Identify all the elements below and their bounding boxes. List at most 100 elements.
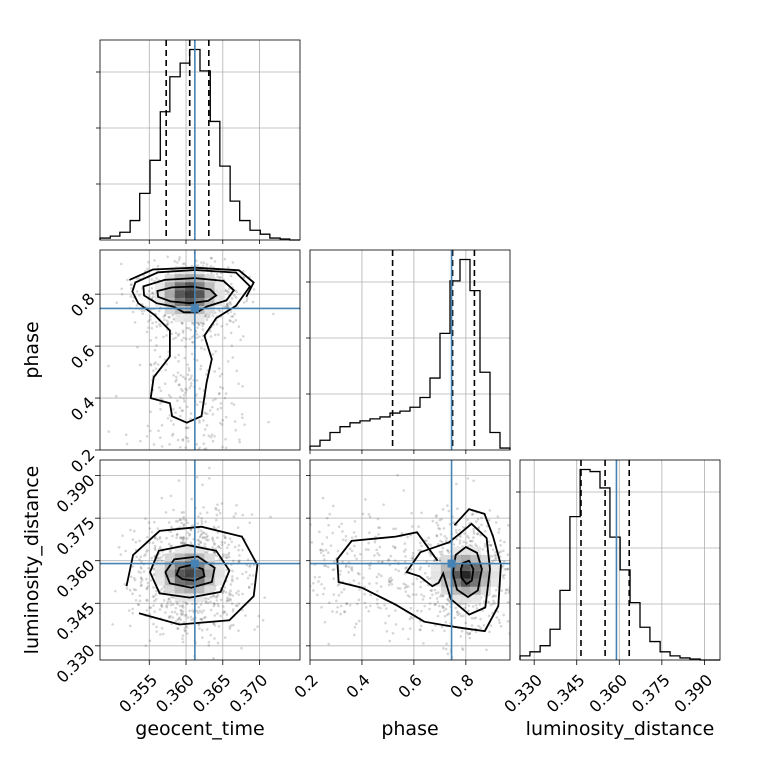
sample-point bbox=[472, 536, 475, 539]
sample-point bbox=[107, 364, 110, 368]
sample-point bbox=[475, 607, 479, 610]
sample-point bbox=[340, 591, 343, 594]
x-tick-label: 0.365 bbox=[189, 670, 235, 716]
sample-point bbox=[224, 553, 228, 557]
sample-point bbox=[136, 345, 139, 349]
sample-point bbox=[323, 564, 326, 567]
sample-point bbox=[404, 567, 407, 570]
sample-point bbox=[244, 614, 247, 617]
sample-point bbox=[196, 611, 200, 615]
sample-point bbox=[431, 519, 435, 523]
sample-point bbox=[446, 504, 449, 507]
sample-point bbox=[438, 610, 442, 614]
y-tick-label: 0.6 bbox=[67, 341, 98, 372]
sample-point bbox=[165, 606, 169, 609]
sample-point bbox=[139, 571, 142, 574]
sample-point bbox=[224, 591, 228, 594]
sample-point bbox=[406, 594, 410, 597]
sample-point bbox=[153, 599, 156, 603]
sample-point bbox=[476, 532, 479, 535]
sample-point bbox=[484, 542, 487, 546]
sample-point bbox=[479, 626, 482, 630]
sample-point bbox=[490, 554, 494, 558]
sample-point bbox=[182, 515, 185, 519]
sample-point bbox=[186, 531, 190, 535]
sample-point bbox=[159, 389, 163, 393]
sample-point bbox=[161, 632, 165, 636]
sample-point bbox=[350, 536, 354, 539]
sample-point bbox=[217, 625, 221, 628]
sample-point bbox=[319, 551, 323, 555]
sample-point bbox=[354, 535, 358, 538]
sample-point bbox=[394, 559, 397, 562]
sample-point bbox=[406, 535, 409, 539]
sample-point bbox=[169, 615, 173, 618]
sample-point bbox=[220, 540, 224, 544]
sample-point bbox=[153, 259, 156, 262]
contour-level-1 bbox=[451, 546, 483, 599]
sample-point bbox=[403, 560, 407, 564]
sample-point bbox=[178, 604, 182, 608]
sample-point bbox=[182, 517, 185, 521]
sample-point bbox=[416, 609, 419, 612]
sample-point bbox=[428, 607, 431, 611]
sample-point bbox=[237, 548, 240, 552]
sample-point bbox=[220, 423, 224, 426]
sample-point bbox=[181, 262, 185, 266]
sample-point bbox=[195, 359, 199, 362]
sample-point bbox=[158, 537, 162, 540]
sample-point bbox=[393, 546, 397, 550]
sample-point bbox=[474, 543, 477, 546]
sample-point bbox=[129, 624, 132, 628]
density-cell bbox=[204, 585, 215, 594]
sample-point bbox=[190, 335, 194, 339]
sample-point bbox=[461, 648, 465, 652]
sample-point bbox=[468, 632, 472, 635]
sample-point bbox=[181, 538, 185, 542]
sample-point bbox=[272, 312, 275, 316]
sample-point bbox=[204, 532, 208, 536]
sample-point bbox=[394, 568, 398, 571]
sample-point bbox=[176, 438, 180, 442]
sample-point bbox=[441, 508, 445, 511]
density-cell bbox=[214, 577, 225, 586]
sample-point bbox=[323, 620, 327, 624]
sample-point bbox=[175, 612, 179, 616]
sample-point bbox=[199, 603, 203, 606]
sample-point bbox=[159, 604, 163, 607]
sample-point bbox=[145, 330, 149, 334]
sample-point bbox=[210, 405, 214, 409]
sample-point bbox=[221, 418, 225, 422]
sample-point bbox=[185, 625, 189, 629]
sample-point bbox=[466, 534, 469, 538]
sample-point bbox=[396, 473, 399, 477]
sample-point bbox=[226, 305, 229, 309]
sample-point bbox=[468, 636, 472, 640]
sample-point bbox=[231, 608, 235, 611]
sample-point bbox=[226, 302, 229, 306]
sample-point bbox=[137, 570, 140, 573]
sample-point bbox=[263, 596, 266, 599]
sample-point bbox=[200, 628, 204, 632]
sample-point bbox=[499, 550, 503, 553]
sample-point bbox=[318, 575, 321, 579]
sample-point bbox=[153, 546, 157, 550]
sample-point bbox=[153, 544, 157, 548]
sample-point bbox=[189, 541, 193, 545]
sample-point bbox=[411, 582, 415, 586]
sample-point bbox=[156, 363, 160, 366]
sample-point bbox=[176, 626, 179, 630]
sample-point bbox=[149, 363, 153, 367]
sample-point bbox=[465, 631, 469, 634]
sample-point bbox=[189, 412, 193, 415]
density-cell bbox=[430, 570, 441, 579]
y-tick-label: 0.330 bbox=[53, 641, 99, 687]
panel-frame bbox=[99, 39, 301, 241]
density-cell bbox=[430, 562, 441, 571]
sample-point bbox=[404, 555, 407, 558]
sample-point bbox=[318, 530, 321, 534]
sample-point bbox=[441, 604, 444, 608]
sample-point bbox=[152, 520, 156, 524]
sample-point bbox=[436, 523, 440, 527]
sample-point bbox=[148, 639, 152, 643]
